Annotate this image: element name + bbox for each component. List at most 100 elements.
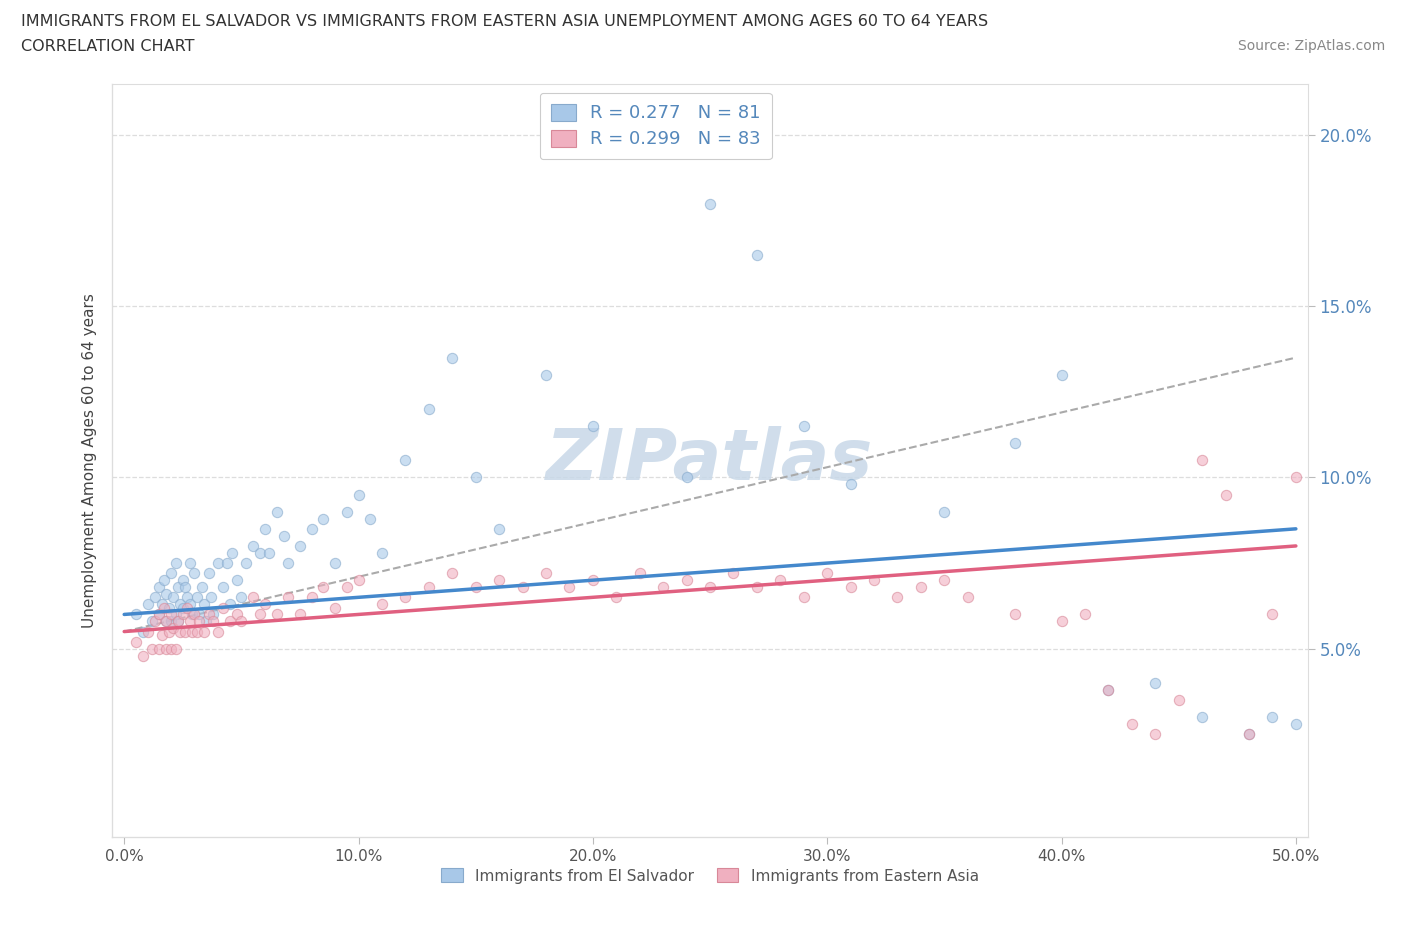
Point [162,620,184,635]
Legend: Immigrants from El Salvador, Immigrants from Eastern Asia: Immigrants from El Salvador, Immigrants … [436,862,984,890]
Point [1191,453,1213,468]
Point [155,642,177,657]
Point [1121,716,1143,731]
Point [225,607,247,622]
Point [488,573,510,588]
Point [153,600,176,615]
Point [202,607,225,622]
Point [1050,367,1073,382]
Point [174,579,197,594]
Point [675,573,697,588]
Point [155,614,177,629]
Point [253,522,276,537]
Text: Source: ZipAtlas.com: Source: ZipAtlas.com [1237,39,1385,53]
Point [582,418,605,433]
Point [172,573,194,588]
Point [186,624,208,639]
Point [165,607,187,622]
Point [266,504,288,519]
Point [176,600,198,615]
Point [1097,683,1119,698]
Point [1261,607,1284,622]
Point [723,565,745,580]
Point [197,565,219,580]
Point [277,555,299,570]
Point [125,607,148,622]
Point [211,579,233,594]
Point [167,614,190,629]
Point [186,590,208,604]
Point [218,614,240,629]
Point [934,504,956,519]
Point [839,477,862,492]
Point [141,642,163,657]
Point [1097,683,1119,698]
Point [534,565,557,580]
Point [1004,607,1026,622]
Point [628,145,651,160]
Point [181,607,204,622]
Point [155,614,177,629]
Point [1261,710,1284,724]
Point [148,579,170,594]
Point [273,528,295,543]
Point [188,614,211,629]
Point [863,573,886,588]
Point [176,590,198,604]
Point [288,538,311,553]
Point [160,607,183,622]
Point [336,504,359,519]
Point [249,607,271,622]
Point [266,607,288,622]
Point [793,418,815,433]
Point [221,545,243,560]
Point [253,597,276,612]
Point [1285,716,1308,731]
Point [162,590,184,604]
Point [207,624,229,639]
Point [418,579,440,594]
Point [183,607,205,622]
Point [371,597,394,612]
Point [165,642,187,657]
Point [167,579,190,594]
Point [181,624,204,639]
Point [1074,607,1097,622]
Point [157,600,180,615]
Point [793,590,815,604]
Point [217,555,239,570]
Point [125,634,148,649]
Point [150,628,173,643]
Point [839,579,862,594]
Point [1144,675,1167,690]
Point [132,648,155,663]
Text: IMMIGRANTS FROM EL SALVADOR VS IMMIGRANTS FROM EASTERN ASIA UNEMPLOYMENT AMONG A: IMMIGRANTS FROM EL SALVADOR VS IMMIGRANT… [21,14,988,29]
Point [288,607,311,622]
Point [1237,727,1260,742]
Point [172,600,194,615]
Point [1215,487,1237,502]
Point [675,470,697,485]
Point [202,614,225,629]
Point [193,624,215,639]
Point [1285,470,1308,485]
Point [148,607,170,622]
Point [211,600,233,615]
Point [148,607,170,622]
Text: ZIPatlas: ZIPatlas [547,426,873,495]
Point [359,512,381,526]
Point [488,522,510,537]
Point [699,196,721,211]
Point [200,590,222,604]
Point [347,487,370,502]
Point [179,614,201,629]
Point [160,565,183,580]
Point [534,367,557,382]
Point [1050,614,1073,629]
Point [628,565,651,580]
Point [1004,436,1026,451]
Point [815,565,838,580]
Point [218,597,240,612]
Point [347,573,370,588]
Point [371,545,394,560]
